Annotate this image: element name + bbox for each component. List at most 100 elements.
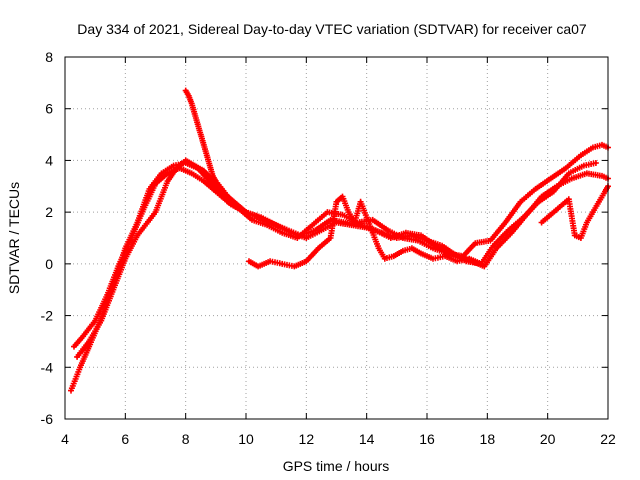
data-point	[184, 89, 188, 93]
data-point	[341, 213, 345, 217]
plot-frame	[64, 56, 609, 420]
data-point	[244, 210, 248, 214]
data-point	[371, 218, 375, 222]
data-point	[353, 220, 357, 224]
data-point	[208, 164, 212, 168]
data-point	[455, 259, 459, 263]
data-point	[205, 153, 209, 157]
data-point	[232, 200, 236, 204]
data-point	[377, 246, 381, 250]
x-tick-label: 8	[182, 431, 190, 447]
data-point	[494, 246, 498, 250]
data-point	[482, 264, 486, 268]
data-point	[506, 228, 510, 232]
data-point	[154, 182, 157, 186]
y-axis-ticks: -6 -4 -2 0 2 4 6 8	[41, 49, 608, 427]
data-point	[519, 200, 523, 204]
data-point	[410, 246, 414, 250]
data-point	[202, 179, 206, 183]
data-point	[491, 244, 495, 248]
data-point	[99, 319, 103, 323]
data-point	[509, 231, 513, 235]
data-point	[488, 239, 492, 243]
data-point	[316, 246, 320, 250]
data-point	[401, 236, 405, 240]
y-tick-label: 6	[45, 101, 53, 117]
data-point	[335, 200, 338, 204]
data-point	[603, 189, 607, 193]
series-markers	[182, 87, 249, 216]
series-track-6	[538, 183, 611, 241]
data-point	[579, 236, 583, 240]
data-point	[570, 177, 574, 181]
x-tick-label: 18	[480, 431, 496, 447]
data-point	[371, 231, 375, 235]
data-point	[123, 257, 127, 261]
data-point	[256, 264, 260, 268]
data-point	[404, 231, 408, 235]
data-point	[226, 200, 230, 204]
data-point	[401, 249, 405, 253]
data-point	[431, 246, 435, 250]
data-point	[202, 169, 206, 173]
data-point	[319, 228, 323, 232]
data-point	[141, 208, 145, 212]
data-point	[295, 236, 299, 240]
data-point	[365, 215, 369, 219]
data-point	[392, 254, 396, 258]
series-track-4	[182, 87, 249, 216]
data-point	[226, 195, 230, 199]
data-point	[147, 218, 151, 222]
data-point	[597, 200, 601, 204]
data-point	[383, 257, 387, 261]
data-point	[479, 262, 483, 266]
data-point	[268, 259, 272, 263]
data-point	[359, 200, 363, 204]
data-point	[135, 233, 139, 237]
y-tick-label: 8	[45, 49, 53, 65]
chart-title: Day 334 of 2021, Sidereal Day-to-day VTE…	[77, 21, 587, 37]
x-tick-label: 20	[540, 431, 556, 447]
data-point	[190, 171, 194, 175]
series-track-5	[246, 193, 485, 270]
data-point	[93, 319, 97, 323]
data-point	[328, 236, 332, 240]
y-tick-label: 2	[45, 204, 53, 220]
x-tick-label: 14	[359, 431, 375, 447]
data-point	[552, 189, 556, 193]
data-point	[600, 174, 604, 178]
data-point	[600, 143, 604, 147]
grid-lines	[65, 57, 608, 419]
data-point	[75, 355, 79, 359]
data-point	[247, 259, 251, 263]
data-point	[196, 122, 200, 126]
data-point	[238, 205, 242, 209]
data-point	[431, 257, 435, 261]
x-tick-label: 4	[61, 431, 69, 447]
data-point	[467, 257, 471, 261]
data-point	[172, 164, 176, 168]
data-point	[175, 166, 179, 170]
data-point	[503, 220, 507, 224]
data-point	[389, 236, 393, 240]
data-series	[68, 87, 611, 394]
data-point	[325, 210, 329, 214]
data-point	[549, 213, 553, 217]
data-point	[558, 205, 562, 209]
data-point	[374, 228, 378, 232]
series-markers	[74, 141, 611, 360]
data-point	[166, 179, 170, 183]
data-point	[280, 231, 284, 235]
data-point	[250, 218, 254, 222]
data-point	[160, 171, 164, 175]
y-tick-label: -6	[41, 411, 54, 427]
data-point	[202, 143, 206, 147]
data-point	[419, 252, 423, 256]
x-tick-label: 10	[238, 431, 254, 447]
data-point	[214, 189, 218, 193]
data-point	[537, 200, 541, 204]
data-point	[193, 112, 197, 116]
data-point	[567, 171, 571, 175]
data-point	[220, 187, 224, 191]
data-point	[344, 220, 348, 224]
